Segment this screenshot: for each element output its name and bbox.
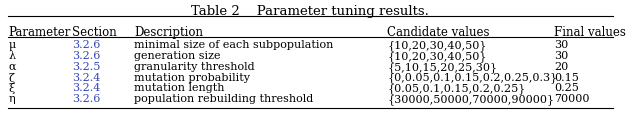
Text: 0.15: 0.15: [554, 72, 579, 82]
Text: 3.2.4: 3.2.4: [72, 72, 100, 82]
Text: granularity threshold: granularity threshold: [134, 61, 255, 71]
Text: {30000,50000,70000,90000}: {30000,50000,70000,90000}: [387, 93, 554, 104]
Text: η: η: [9, 93, 15, 103]
Text: Parameter: Parameter: [9, 26, 71, 39]
Text: λ: λ: [9, 51, 16, 60]
Text: Table 2    Parameter tuning results.: Table 2 Parameter tuning results.: [191, 5, 429, 18]
Text: 0.25: 0.25: [554, 83, 579, 93]
Text: {0.05,0.1,0.15,0.2,0.25}: {0.05,0.1,0.15,0.2,0.25}: [387, 83, 525, 93]
Text: 30: 30: [554, 40, 568, 50]
Text: 3.2.4: 3.2.4: [72, 83, 100, 93]
Text: 3.2.5: 3.2.5: [72, 61, 100, 71]
Text: ζ: ζ: [9, 72, 15, 83]
Text: α: α: [9, 61, 16, 71]
Text: 20: 20: [554, 61, 568, 71]
Text: Description: Description: [134, 26, 203, 39]
Text: {5,10,15,20,25,30}: {5,10,15,20,25,30}: [387, 61, 497, 72]
Text: 3.2.6: 3.2.6: [72, 93, 100, 103]
Text: 70000: 70000: [554, 93, 589, 103]
Text: 3.2.6: 3.2.6: [72, 51, 100, 60]
Text: {10,20,30,40,50}: {10,20,30,40,50}: [387, 40, 487, 50]
Text: 3.2.6: 3.2.6: [72, 40, 100, 50]
Text: ξ: ξ: [9, 83, 15, 94]
Text: {10,20,30,40,50}: {10,20,30,40,50}: [387, 51, 487, 61]
Text: Section: Section: [72, 26, 117, 39]
Text: {0,0.05,0.1,0.15,0.2,0.25,0.3}: {0,0.05,0.1,0.15,0.2,0.25,0.3}: [387, 72, 557, 83]
Text: population rebuilding threshold: population rebuilding threshold: [134, 93, 314, 103]
Text: generation size: generation size: [134, 51, 221, 60]
Text: Candidate values: Candidate values: [387, 26, 490, 39]
Text: mutation probability: mutation probability: [134, 72, 250, 82]
Text: Final values: Final values: [554, 26, 626, 39]
Text: mutation length: mutation length: [134, 83, 225, 93]
Text: 30: 30: [554, 51, 568, 60]
Text: minimal size of each subpopulation: minimal size of each subpopulation: [134, 40, 333, 50]
Text: μ: μ: [9, 40, 16, 50]
